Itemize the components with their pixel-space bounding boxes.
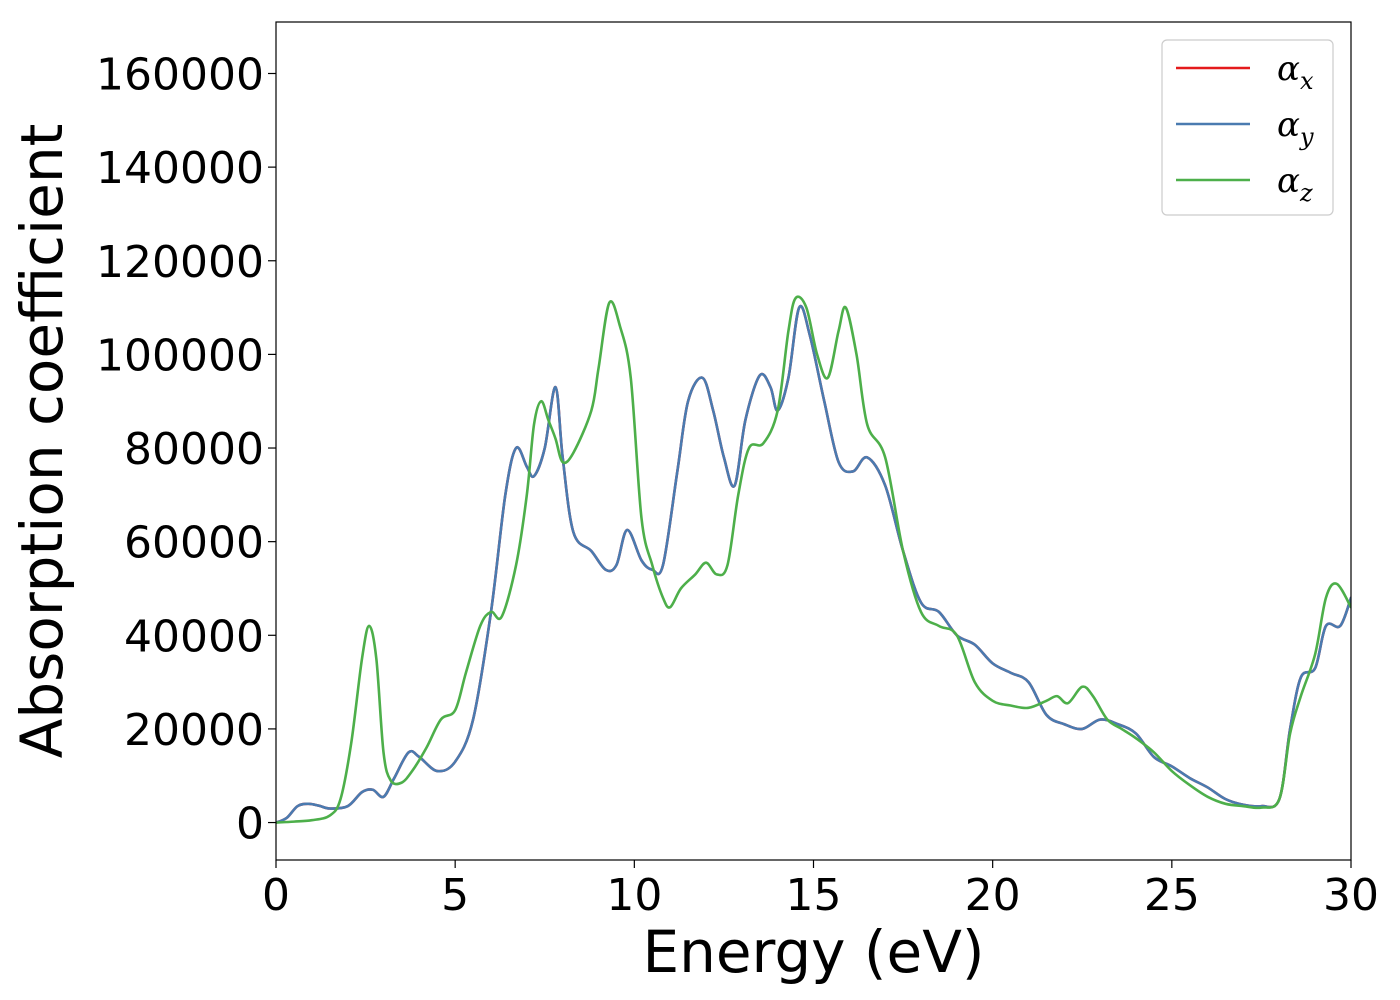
legend-symbol: α [1277,105,1300,145]
y-tick-label: 20000 [124,705,264,756]
x-tick-label: 25 [1144,870,1200,921]
legend-label-y: αy [1277,105,1314,151]
x-tick-label: 5 [441,870,469,921]
y-tick-label: 0 [236,799,264,850]
x-tick-label: 10 [606,870,662,921]
legend-item-x: αx [1176,49,1314,95]
x-axis-label: Energy (eV) [642,918,984,986]
legend-symbol: α [1277,49,1300,89]
series-layer [276,295,1351,824]
y-tick-label: 40000 [124,611,264,662]
legend-symbol: α [1277,161,1300,201]
legend-subscript: z [1299,179,1313,207]
legend-label-z: αz [1277,161,1313,207]
x-tick-label: 20 [965,870,1021,921]
series-line-y [276,304,1351,824]
x-tick-label: 0 [262,870,290,921]
y-tick-label: 100000 [96,330,264,381]
legend-item-z: αz [1176,161,1313,207]
y-tick-label: 140000 [96,143,264,194]
x-tick-label: 30 [1323,870,1379,921]
series-line-z [276,295,1351,824]
y-axis-ticks: 0 20000 40000 60000 80000 100000 120000 140000 1… [96,49,276,850]
y-tick-label: 160000 [96,49,264,100]
legend-subscript: x [1300,67,1314,95]
legend-box [1161,39,1334,216]
y-axis-label: Absorption coefficient [8,124,76,759]
x-axis-ticks: 0 5 10 15 20 25 30 [262,860,1379,921]
legend-label-x: αx [1277,49,1314,95]
legend-subscript: y [1299,123,1314,151]
legend-item-y: αy [1176,105,1314,151]
y-tick-label: 80000 [124,424,264,475]
x-tick-label: 15 [786,870,842,921]
y-tick-label: 120000 [96,237,264,288]
y-tick-label: 60000 [124,518,264,569]
